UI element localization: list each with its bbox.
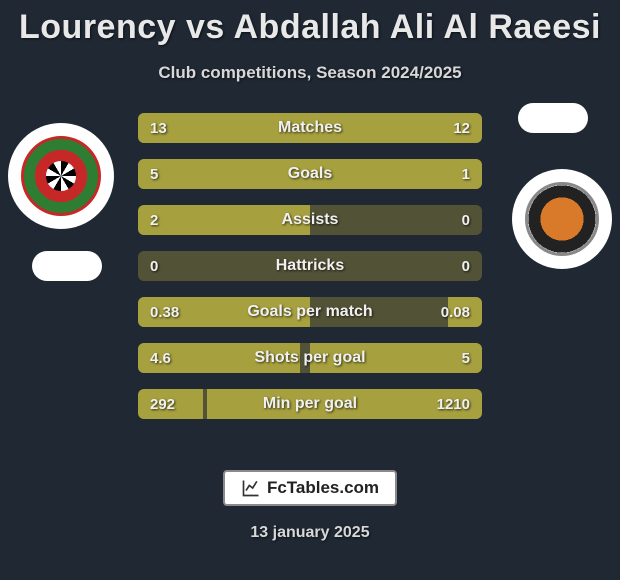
stat-value-right: 12 [453, 120, 470, 137]
stat-row: 5Goals1 [138, 159, 482, 189]
stat-value-right: 5 [462, 350, 470, 367]
stat-row: 0.38Goals per match0.08 [138, 297, 482, 327]
page-title: Lourency vs Abdallah Ali Al Raeesi [0, 0, 620, 47]
stat-row: 292Min per goal1210 [138, 389, 482, 419]
branding-box: FcTables.com [223, 470, 397, 506]
stat-label: Min per goal [138, 395, 482, 413]
footer: FcTables.com 13 january 2025 [0, 470, 620, 542]
chart-icon [241, 478, 261, 498]
ajman-club-icon [525, 182, 599, 256]
stat-bars: 13Matches125Goals12Assists00Hattricks00.… [138, 113, 482, 435]
country-flag-right [518, 103, 588, 133]
branding-label: FcTables.com [267, 478, 379, 498]
stat-label: Goals per match [138, 303, 482, 321]
date-label: 13 january 2025 [0, 524, 620, 542]
stat-label: Shots per goal [138, 349, 482, 367]
stat-row: 13Matches12 [138, 113, 482, 143]
stat-label: Matches [138, 119, 482, 137]
subtitle: Club competitions, Season 2024/2025 [0, 63, 620, 83]
stat-label: Assists [138, 211, 482, 229]
stat-value-right: 1210 [437, 396, 470, 413]
stat-label: Hattricks [138, 257, 482, 275]
stat-value-right: 0 [462, 258, 470, 275]
stat-row: 0Hattricks0 [138, 251, 482, 281]
stat-value-right: 1 [462, 166, 470, 183]
country-flag-left [32, 251, 102, 281]
stat-row: 4.6Shots per goal5 [138, 343, 482, 373]
stat-value-right: 0.08 [441, 304, 470, 321]
club-badge-left [8, 123, 114, 229]
stat-label: Goals [138, 165, 482, 183]
belarus-football-icon [21, 136, 101, 216]
club-badge-right [512, 169, 612, 269]
stat-row: 2Assists0 [138, 205, 482, 235]
stat-value-right: 0 [462, 212, 470, 229]
